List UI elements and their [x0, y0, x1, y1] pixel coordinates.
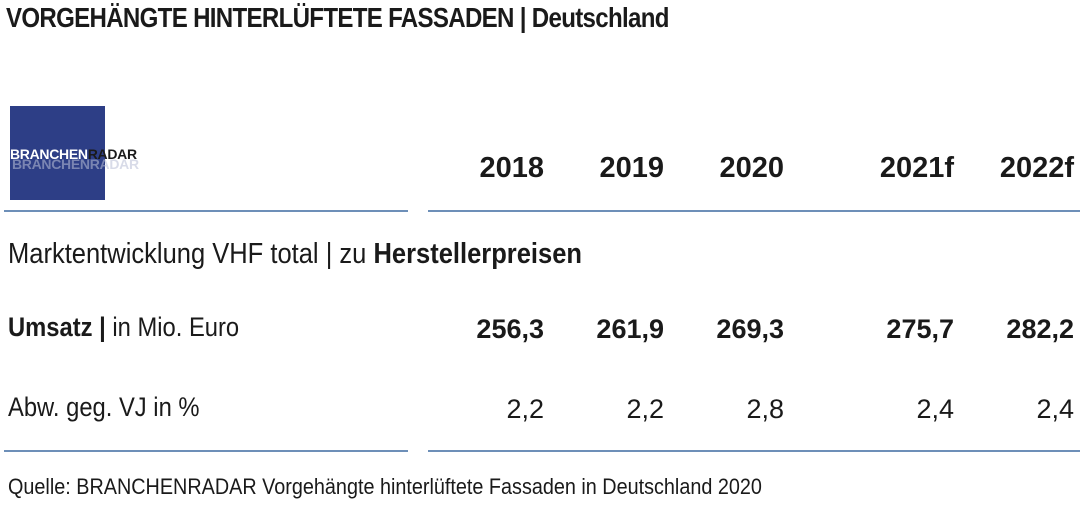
section-label-bold: Herstellerpreisen [373, 238, 582, 270]
cell-umsatz-2020: 269,3 [716, 314, 784, 344]
logo-box [10, 106, 105, 200]
row-umsatz-label: Umsatz | in Mio. Euro [8, 312, 240, 342]
cell-umsatz-2022f: 282,2 [1006, 314, 1074, 344]
title-main: VORGEHÄNGTE HINTERLÜFTETE FASSADEN [6, 2, 514, 33]
year-header-2020: 2020 [719, 152, 784, 184]
logo-ghost-text: BRANCHENRADAR [12, 156, 139, 172]
year-header-2018: 2018 [479, 152, 544, 184]
year-header-2022f: 2022f [999, 152, 1074, 184]
footer-rule-left [4, 450, 408, 452]
title-separator: | [513, 2, 532, 33]
logo-part1: BRANCHEN [10, 146, 88, 162]
header-rule-left [4, 210, 408, 212]
cell-abw-2021f: 2,4 [916, 394, 954, 424]
row-abw-label: Abw. geg. VJ in % [8, 392, 200, 422]
cell-abw-2019: 2,2 [626, 394, 664, 424]
title-region: Deutschland [531, 2, 670, 33]
cell-umsatz-2018: 256,3 [476, 314, 544, 344]
source-note: Quelle: BRANCHENRADAR Vorgehängte hinter… [8, 474, 762, 499]
page-title: VORGEHÄNGTE HINTERLÜFTETE FASSADEN | Deu… [6, 2, 669, 34]
cell-abw-2018: 2,2 [506, 394, 544, 424]
header-rule-right [428, 210, 1080, 212]
cell-umsatz-2019: 261,9 [596, 314, 664, 344]
cell-abw-2022f: 2,4 [1036, 394, 1074, 424]
logo-part2: RADAR [87, 146, 137, 162]
section-label: Marktentwicklung VHF total | zu Herstell… [8, 238, 582, 270]
footer-rule-right [428, 450, 1080, 452]
logo: BRANCHENRADAR [10, 146, 137, 162]
year-header-2019: 2019 [599, 152, 664, 184]
cell-umsatz-2021f: 275,7 [886, 314, 954, 344]
year-header-2021f: 2021f [879, 152, 954, 184]
cell-abw-2020: 2,8 [746, 394, 784, 424]
